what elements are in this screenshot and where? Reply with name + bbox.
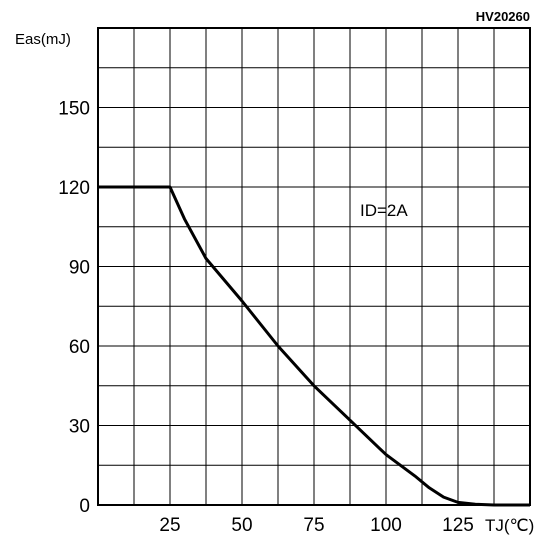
y-tick-label: 30 [69,417,90,438]
x-tick-label: 100 [370,515,402,536]
x-axis-label: TJ(℃) [485,516,534,535]
x-tick-label: 25 [159,515,180,536]
y-axis-label: Eas(mJ) [15,31,71,48]
x-tick-label: 50 [231,515,252,536]
annotation-current: ID=2A [360,201,408,220]
y-tick-label: 0 [79,496,90,517]
grid [98,28,530,505]
y-tick-label: 150 [58,99,90,120]
y-tick-label: 60 [69,337,90,358]
x-tick-label: 125 [442,515,474,536]
plot-frame [97,27,531,506]
y-tick-label: 120 [58,178,90,199]
x-tick-labels: 25 50 75 100 125 [159,515,473,536]
y-tick-labels: 0 30 60 90 120 150 [58,99,90,518]
y-tick-label: 90 [69,258,90,279]
x-tick-label: 75 [303,515,324,536]
series-line-eas [98,185,530,507]
figure-code: HV20260 [476,9,530,24]
